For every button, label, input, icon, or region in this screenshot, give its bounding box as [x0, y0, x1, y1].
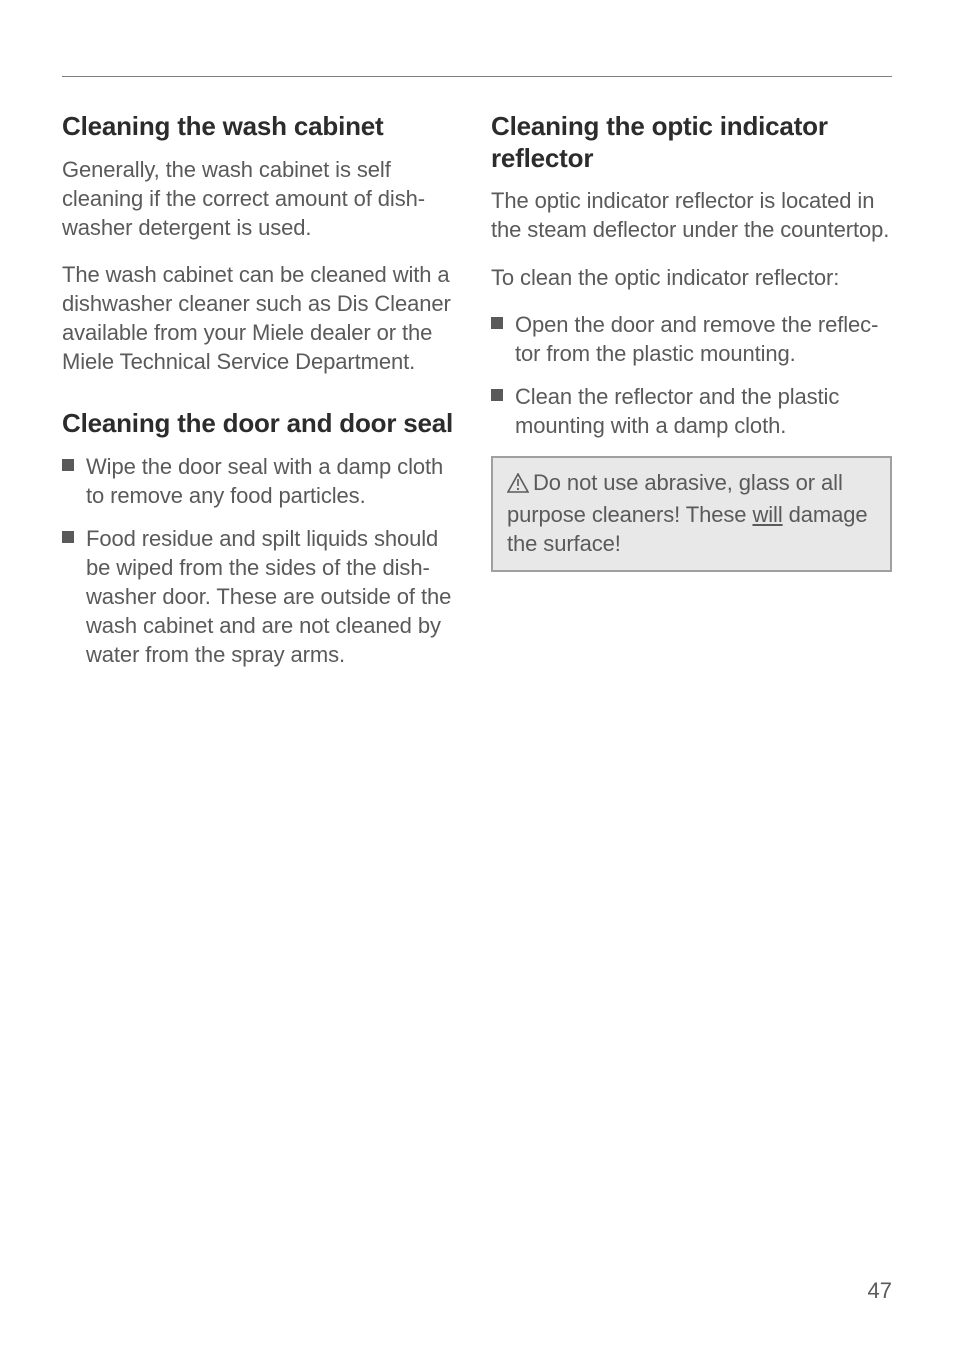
square-bullet-icon — [62, 531, 74, 543]
two-column-layout: Cleaning the wash cabinet Generally, the… — [62, 111, 892, 683]
page-number: 47 — [868, 1278, 892, 1304]
square-bullet-icon — [62, 459, 74, 471]
warning-triangle-icon — [507, 471, 529, 500]
paragraph: The optic indicator reflector is located… — [491, 186, 892, 244]
heading-wash-cabinet: Cleaning the wash cabinet — [62, 111, 463, 143]
warning-box: Do not use abrasive, glass or all purpos… — [491, 456, 892, 572]
spacer — [62, 394, 463, 408]
list-item: Clean the reflector and the plastic moun… — [491, 382, 892, 440]
paragraph: To clean the optic indicator reflector: — [491, 263, 892, 292]
heading-door-seal: Cleaning the door and door seal — [62, 408, 463, 440]
list-item: Food residue and spilt liquids should be… — [62, 524, 463, 669]
square-bullet-icon — [491, 389, 503, 401]
list-item-text: Wipe the door seal with a damp cloth to … — [86, 452, 463, 510]
paragraph: The wash cabinet can be cleaned with a d… — [62, 260, 463, 376]
list-item: Wipe the door seal with a damp cloth to … — [62, 452, 463, 510]
list-item-text: Food residue and spilt liquids should be… — [86, 524, 463, 669]
paragraph: Generally, the wash cabinet is self clea… — [62, 155, 463, 242]
right-column: Cleaning the optic indicator reflector T… — [491, 111, 892, 683]
list-item-text: Open the door and remove the reflec­tor … — [515, 310, 892, 368]
heading-optic-indicator: Cleaning the optic indicator reflector — [491, 111, 892, 174]
warning-text-underlined: will — [752, 502, 782, 527]
square-bullet-icon — [491, 317, 503, 329]
list-item: Open the door and remove the reflec­tor … — [491, 310, 892, 368]
page: Cleaning the wash cabinet Generally, the… — [0, 0, 954, 1352]
list-item-text: Clean the reflector and the plastic moun… — [515, 382, 892, 440]
top-rule — [62, 76, 892, 77]
left-column: Cleaning the wash cabinet Generally, the… — [62, 111, 463, 683]
